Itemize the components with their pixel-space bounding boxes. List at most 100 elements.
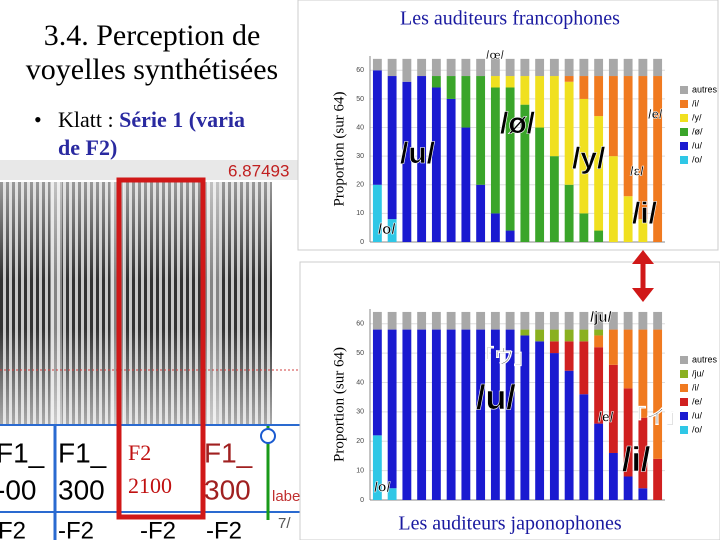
bar-segment [579, 58, 589, 77]
y-tick-label: 0 [360, 239, 364, 246]
bar-segment [387, 76, 397, 220]
bar-segment [387, 488, 397, 500]
bar-segment [490, 213, 500, 242]
bar-segment [505, 76, 515, 88]
bar-segment [535, 329, 545, 342]
bar-segment [594, 230, 604, 242]
y-tick-label: 20 [356, 182, 364, 189]
bar-segment [520, 311, 530, 330]
bar-segment [579, 76, 589, 99]
bar-segment [564, 81, 574, 185]
highlight-box [116, 177, 206, 520]
y-tick-label: 60 [356, 321, 364, 328]
bar-segment [653, 311, 663, 330]
legend-swatch [680, 100, 688, 108]
legend-swatch [680, 356, 688, 364]
slide-title: 3.4. Perception de [44, 19, 261, 52]
bar-segment [387, 329, 397, 489]
bar-segment [638, 219, 648, 242]
slide-title: voyelles synthétisées [26, 53, 278, 86]
bar-segment [623, 76, 633, 197]
legend-label: /i/ [692, 98, 700, 108]
bar-segment [579, 329, 589, 342]
bar-segment [653, 329, 663, 459]
bar-segment [372, 311, 382, 330]
bar-segment [372, 58, 382, 71]
bar-segment [520, 58, 530, 77]
bar-segment [446, 58, 456, 77]
tier-text: F1_ [204, 437, 253, 468]
y-tick-label: 40 [356, 124, 364, 131]
bar-segment [505, 311, 515, 330]
annotation: /e/ [648, 106, 663, 121]
bar-segment [417, 311, 427, 330]
bar-segment [594, 423, 604, 500]
bar-segment [520, 104, 530, 243]
bar-segment [608, 311, 618, 330]
bar-segment [461, 127, 471, 242]
bar-segment [446, 98, 456, 242]
bar-segment [476, 76, 486, 185]
annotation: /i/ [622, 441, 651, 479]
bar-segment [372, 184, 382, 242]
bar-segment [623, 388, 633, 477]
bar-segment [387, 311, 397, 330]
bar-segment [372, 70, 382, 185]
bar-segment [549, 329, 559, 342]
bar-segment [594, 335, 604, 348]
tier-text: 7/ [278, 515, 291, 532]
readout: 6.87493 [228, 161, 289, 180]
legend-label: /e/ [692, 396, 703, 406]
annotation: /y/ [572, 142, 606, 175]
bar-segment [594, 311, 604, 330]
bar-segment [490, 76, 500, 88]
legend-label: autres [692, 84, 718, 94]
bar-segment [564, 329, 574, 342]
bar-segment [564, 58, 574, 77]
legend-swatch [680, 426, 688, 434]
bar-segment [623, 196, 633, 242]
tier-text: 300 [58, 474, 105, 505]
bar-segment [549, 311, 559, 330]
bar-segment [638, 417, 648, 489]
bar-segment [608, 329, 618, 365]
bar-segment [402, 58, 412, 82]
annotation: /ju/ [590, 309, 612, 326]
annotation: /i/ [632, 197, 658, 230]
bar-segment [505, 58, 515, 77]
legend-swatch [680, 412, 688, 420]
tier-text: F1_ [0, 437, 45, 468]
bar-segment [608, 156, 618, 242]
annotation: /o/ [374, 479, 390, 495]
y-tick-label: 20 [356, 438, 364, 445]
bar-segment [461, 58, 471, 77]
bar-segment [653, 76, 663, 243]
y-tick-label: 50 [356, 96, 364, 103]
tier-label: label [272, 488, 304, 505]
bar-segment [402, 311, 412, 330]
bar-segment [608, 58, 618, 77]
bar-segment [564, 76, 574, 82]
annotation: /ɛ/ [630, 163, 644, 178]
tier-text: -F2 [206, 517, 242, 540]
y-tick-label: 30 [356, 153, 364, 160]
bar-segment [505, 329, 515, 500]
legend-swatch [680, 384, 688, 392]
bar-segment [431, 58, 441, 77]
bullet-text: de F2) [58, 135, 117, 160]
bar-segment [490, 311, 500, 330]
bar-segment [431, 76, 441, 88]
legend-label: /o/ [692, 154, 703, 164]
bar-segment [579, 341, 589, 395]
legend-label: /o/ [692, 424, 703, 434]
legend-swatch [680, 370, 688, 378]
bar-segment [535, 341, 545, 500]
bar-segment [638, 329, 648, 418]
y-tick-label: 10 [356, 467, 364, 474]
bar-segment [372, 329, 382, 436]
bar-segment [490, 87, 500, 214]
tier-text: F1_ [58, 437, 107, 468]
bar-segment [535, 127, 545, 242]
bar-segment [579, 98, 589, 214]
